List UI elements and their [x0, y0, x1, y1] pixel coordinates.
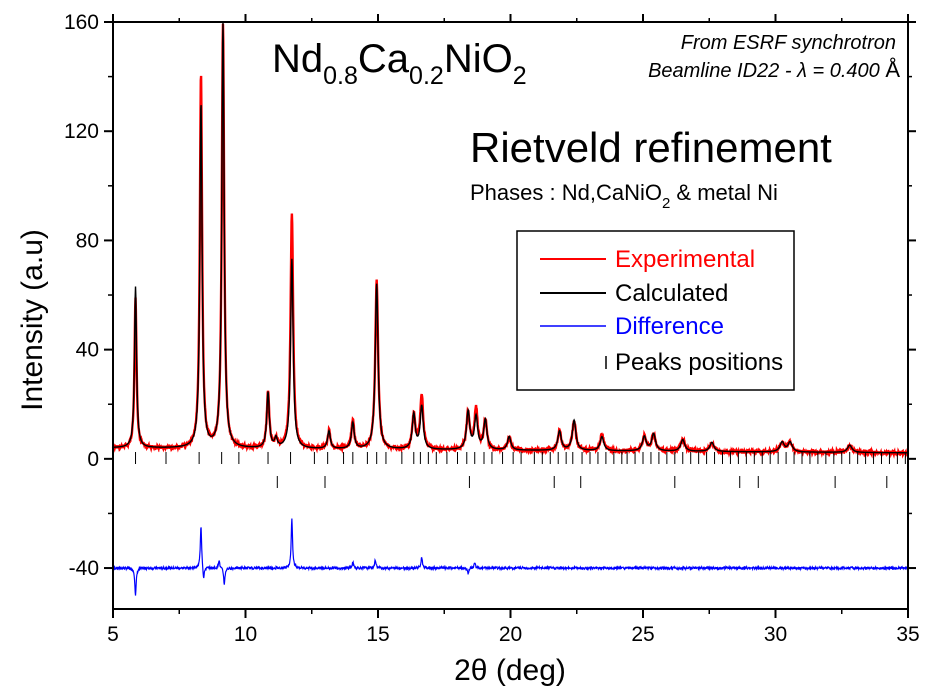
source-line-1: From ESRF synchrotron — [681, 32, 896, 54]
legend-label-difference: Difference — [615, 313, 724, 340]
legend-label-peaks: Peaks positions — [615, 349, 783, 376]
x-axis-title: 2θ (deg) — [454, 654, 566, 687]
axis-layer: 5 10 15 20 25 30 35 -40 0 40 80 120 160 — [64, 11, 920, 646]
x-tick-label: 10 — [234, 623, 257, 646]
x-tick-label: 35 — [896, 623, 919, 646]
legend: Experimental Calculated Difference Peaks… — [516, 230, 795, 391]
peak-ticks-layer — [135, 452, 906, 488]
source-line-2: Beamline ID22 - λ = 0.400 Å — [648, 57, 900, 82]
y-axis-title: Intensity (a.u) — [16, 229, 49, 411]
x-tick-label: 20 — [499, 623, 522, 646]
y-tick-label: 120 — [64, 120, 99, 143]
heading-text: Rietveld refinement — [470, 124, 832, 171]
y-tick-label: 80 — [76, 229, 99, 252]
x-tick-label: 5 — [107, 623, 119, 646]
legend-label-calculated: Calculated — [615, 280, 728, 307]
legend-label-experimental: Experimental — [615, 246, 755, 273]
x-tick-label: 25 — [631, 623, 654, 646]
series-calculated — [112, 21, 908, 454]
y-tick-label: -40 — [69, 557, 99, 580]
y-tick-label: 40 — [76, 339, 99, 362]
y-tick-label: 0 — [87, 448, 99, 471]
x-tick-label: 30 — [764, 623, 787, 646]
phases-text: Phases : Nd,CaNiO2 & metal Ni — [470, 180, 778, 212]
series-difference — [112, 518, 909, 596]
compound-formula: Nd0.8Ca0.2NiO2 — [272, 37, 527, 90]
series-layer — [111, 21, 910, 596]
x-tick-label: 15 — [366, 623, 389, 646]
y-tick-label: 160 — [64, 11, 99, 34]
legend-box — [516, 230, 795, 391]
